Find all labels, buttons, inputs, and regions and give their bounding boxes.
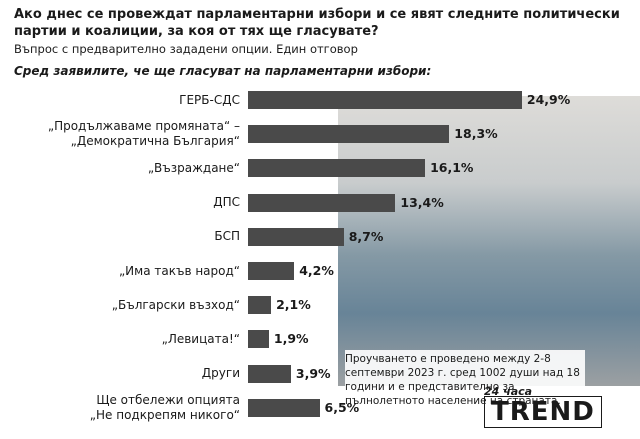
annotation: Сред заявилите, че ще гласуват на парлам… [14,64,432,78]
value-label: 1,9% [273,331,309,347]
bar [248,227,344,246]
category-label: „Продължаваме промяната“ – „Демократична… [47,119,240,149]
category-label: ГЕРБ-СДС [179,92,240,107]
value-label: 16,1% [430,160,474,176]
bar [248,125,450,144]
bar [248,193,396,212]
category-label: БСП [214,229,240,244]
chart-subtitle: Въпрос с предварително зададени опции. Е… [14,42,358,56]
value-label: 4,2% [299,263,334,278]
bar [248,159,426,178]
bar [248,364,291,383]
bar [248,91,522,109]
value-label: 18,3% [454,126,498,142]
value-label: 13,4% [400,194,444,210]
category-label: Други [201,366,240,381]
bar [248,398,320,417]
category-label: „Възраждане“ [147,160,240,175]
category-label: „Левицата!“ [161,331,240,346]
value-label: 24,9% [526,92,571,107]
category-label: „Български възход“ [111,297,240,312]
bar [248,330,269,349]
value-label: 6,5% [324,399,360,415]
category-label: „Има такъв народ“ [118,263,240,278]
logo-text: 24 часа [484,385,533,398]
bar [248,296,272,315]
logo-text: TREND [484,396,602,428]
value-label: 8,7% [348,228,384,244]
bar [248,262,295,280]
value-label: 3,9% [295,365,331,381]
category-label: Ще отбележи опцията „Не подкрепям никого… [89,392,240,422]
value-label: 2,1% [276,297,311,313]
category-label: ДПС [213,195,240,210]
background-photo [338,96,640,386]
chart-title: Ако днес се провеждат парламентарни избо… [14,7,620,39]
note: Проучването е проведено между 2-8 септем… [345,350,585,410]
